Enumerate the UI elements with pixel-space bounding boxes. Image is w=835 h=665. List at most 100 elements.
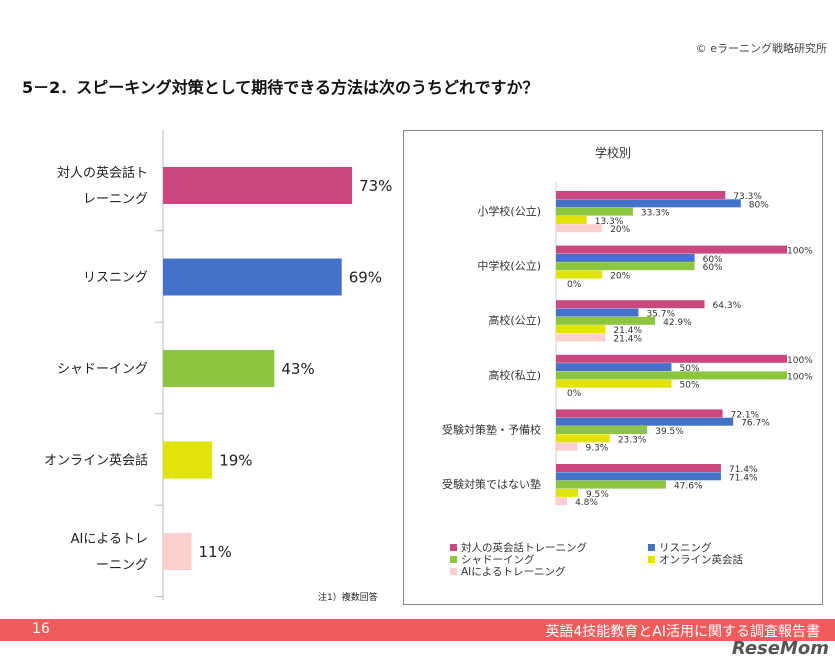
report-title: 英語4技能教育とAI活用に関する調査報告書	[545, 624, 820, 640]
bar	[556, 472, 721, 481]
data-label: 19%	[219, 452, 252, 470]
bar	[556, 497, 568, 506]
bar	[556, 325, 606, 334]
bar	[163, 533, 192, 570]
data-label: 64.3%	[713, 301, 742, 311]
data-label: 50%	[680, 381, 700, 391]
legend-label: シャドーイング	[461, 553, 535, 566]
page-title: 5－2．スピーキング対策として期待できる方法は次のうちどれですか？	[22, 78, 539, 97]
category-label: リスニング	[83, 271, 148, 286]
legend-swatch	[450, 544, 457, 551]
category-label: 小学校(公立)	[477, 204, 541, 218]
bar	[163, 350, 275, 387]
bar	[556, 215, 587, 224]
bar	[163, 258, 342, 296]
data-label: 20%	[610, 272, 630, 282]
data-label: 100%	[787, 247, 813, 257]
category-label: AIによるトレ	[71, 532, 148, 547]
school-bar-chart: 学校別小学校(公立)73.3%80%33.3%13.3%20%中学校(公立)10…	[442, 145, 813, 578]
footer-bar: 16 英語4技能教育とAI活用に関する調査報告書	[0, 619, 835, 641]
bar	[556, 464, 721, 472]
data-label: 35.7%	[646, 310, 675, 320]
bar	[163, 441, 213, 479]
bar	[556, 434, 610, 443]
data-label: 80%	[749, 200, 769, 210]
data-label: 0%	[567, 280, 582, 290]
bar	[556, 417, 734, 426]
data-label: 76.7%	[741, 419, 770, 429]
data-label: 60%	[703, 255, 723, 265]
data-label: 4.8%	[575, 498, 598, 508]
legend-swatch	[450, 568, 457, 575]
bar	[556, 379, 672, 388]
bar	[556, 480, 666, 489]
data-label: 21.4%	[613, 326, 642, 336]
category-label: 高校(私立)	[488, 368, 541, 382]
data-label: 72.1%	[731, 410, 760, 420]
data-label: 73.3%	[733, 192, 762, 202]
chart-title: 学校別	[595, 145, 631, 160]
category-label: シャドーイング	[57, 362, 148, 377]
data-label: 43%	[281, 360, 314, 378]
category-label: 対人の英会話ト	[57, 165, 148, 181]
data-label: 50%	[680, 364, 700, 374]
bar	[556, 191, 726, 199]
bar	[556, 300, 705, 309]
logo: ReseMom	[731, 638, 829, 659]
bar	[556, 409, 723, 418]
bar	[556, 442, 578, 451]
data-label: 39.5%	[655, 427, 684, 437]
data-label: 60%	[703, 263, 723, 273]
category-label: 受験対策ではない塾	[442, 477, 541, 491]
data-label: 23.3%	[618, 435, 647, 445]
data-label: 100%	[787, 372, 813, 382]
bar	[556, 426, 648, 434]
data-label: 33.3%	[641, 209, 670, 219]
data-label: 21.4%	[613, 334, 642, 344]
category-label: オンライン英会話	[44, 453, 148, 469]
page-number: 16	[32, 621, 50, 637]
overall-bar-chart: 73% 対人の英会話トレーニング 69% リスニング 43% シャドーイング 19% オンライ…	[44, 130, 392, 600]
legend-label: AIによるトレーニング	[461, 565, 566, 578]
category-label: ーニング	[96, 558, 148, 573]
bar	[556, 262, 695, 271]
category-label: 中学校(公立)	[477, 259, 541, 273]
copyright: © eラーニング戦略研究所	[695, 42, 827, 55]
legend-swatch	[450, 556, 457, 563]
bar	[556, 308, 639, 317]
category-label: レーニング	[83, 192, 148, 207]
data-label: 71.4%	[729, 473, 758, 483]
data-label: 71.4%	[729, 465, 758, 475]
bar	[556, 488, 578, 497]
data-label: 0%	[567, 389, 582, 399]
bar	[556, 199, 741, 208]
category-label: 高校(公立)	[488, 313, 541, 327]
data-label: 69%	[349, 269, 382, 287]
bar	[556, 363, 672, 372]
legend-label: 対人の英会話トレーニング	[461, 541, 587, 554]
bar	[556, 354, 787, 363]
data-label: 42.9%	[663, 318, 692, 328]
data-label: 20%	[610, 225, 630, 235]
footnote: 注1）複数回答	[318, 593, 378, 603]
bar	[556, 270, 603, 279]
data-label: 11%	[198, 543, 231, 561]
data-label: 13.3%	[595, 217, 624, 227]
bar	[556, 333, 606, 342]
data-label: 9.3%	[585, 444, 608, 454]
data-label: 9.5%	[586, 490, 609, 500]
bar	[556, 371, 787, 380]
bar	[163, 167, 353, 204]
legend-swatch	[648, 544, 655, 551]
bar	[556, 316, 656, 325]
legend-label: リスニング	[659, 541, 712, 554]
data-label: 73%	[359, 177, 392, 195]
legend-label: オンライン英会話	[659, 553, 743, 566]
legend-swatch	[648, 556, 655, 563]
bar	[556, 245, 787, 254]
bar	[556, 207, 633, 216]
data-label: 100%	[787, 356, 813, 366]
data-label: 47.6%	[674, 482, 703, 492]
chart-panel	[403, 130, 823, 605]
bar	[556, 253, 695, 262]
